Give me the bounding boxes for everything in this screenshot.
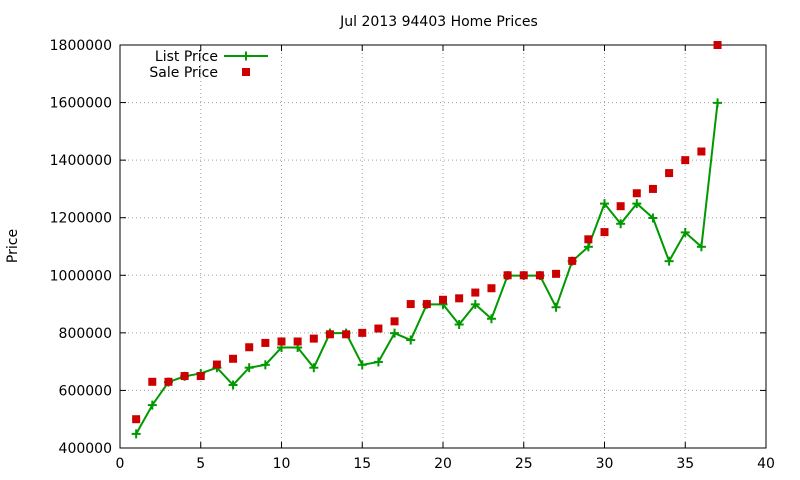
sale-price-point <box>180 372 189 381</box>
list-price-point <box>454 320 464 330</box>
x-tick-label: 25 <box>515 456 533 472</box>
list-price-point <box>696 242 706 252</box>
sale-price-point <box>261 338 270 347</box>
list-price-point <box>551 302 561 312</box>
list-price-point <box>648 213 658 223</box>
x-tick-label: 0 <box>116 456 125 472</box>
sale-price-point <box>164 377 173 386</box>
sale-price-point <box>600 228 609 237</box>
y-tick-label: 1600000 <box>50 96 112 112</box>
sale-price-point <box>390 317 399 326</box>
list-price-point <box>260 360 270 370</box>
y-tick-label: 600000 <box>59 383 112 399</box>
sale-price-point <box>519 271 528 280</box>
sale-price-point <box>293 337 302 346</box>
sale-price-point <box>568 256 577 265</box>
sale-price-point <box>309 334 318 343</box>
legend-swatch-marker <box>242 68 250 76</box>
list-price-point <box>390 328 400 338</box>
sale-price-point <box>681 156 690 165</box>
sale-price-point <box>277 337 286 346</box>
sale-price-point <box>132 415 141 424</box>
list-price-point <box>486 314 496 324</box>
sale-price-point <box>487 284 496 293</box>
sale-price-point <box>229 354 238 363</box>
sale-price-point <box>713 41 722 49</box>
axes: 0 5 10 15 20 25 30 35 40 400000 600000 800000 100000… <box>50 38 775 472</box>
x-tick-label: 30 <box>596 456 614 472</box>
y-axis-label: Price <box>5 229 21 263</box>
list-price-point <box>228 380 238 390</box>
sale-price-point <box>422 300 431 309</box>
x-tick-label: 10 <box>273 456 291 472</box>
list-price-point <box>713 98 723 108</box>
x-tick-label: 5 <box>196 456 205 472</box>
sale-price-point <box>665 169 674 178</box>
list-price-point <box>664 256 674 266</box>
sale-price-point <box>374 324 383 333</box>
list-price-point <box>632 199 642 209</box>
list-price-point <box>373 357 383 367</box>
list-price-point <box>244 363 254 373</box>
chart-title: Jul 2013 94403 Home Prices <box>339 14 538 30</box>
legend-label: List Price <box>155 49 218 65</box>
legend-label: Sale Price <box>149 65 218 81</box>
sale-price-point <box>325 330 334 339</box>
sale-price-point <box>471 288 480 297</box>
list-price-point <box>309 363 319 373</box>
sale-price-point <box>697 147 706 156</box>
list-price-point <box>147 400 157 410</box>
list-price-point <box>583 242 593 252</box>
sale-price-point <box>342 330 351 339</box>
y-tick-label: 800000 <box>59 326 112 342</box>
sale-price-point <box>503 271 512 280</box>
sale-price-point <box>535 271 544 280</box>
list-price-line <box>135 102 719 435</box>
sale-price-point <box>584 235 593 244</box>
sale-price-point <box>552 269 561 278</box>
sale-price-point <box>616 202 625 211</box>
list-price-point <box>470 299 480 309</box>
sale-price-point <box>648 184 657 193</box>
x-tick-label: 40 <box>757 456 775 472</box>
legend-swatch-marker <box>241 51 251 61</box>
x-tick-label: 35 <box>676 456 694 472</box>
sale-price-point <box>406 300 415 309</box>
sale-price-point <box>212 360 221 369</box>
list-price-point <box>131 429 141 439</box>
sale-price-point <box>632 189 641 198</box>
list-price-point <box>600 199 609 209</box>
plot-border <box>119 44 767 449</box>
list-price-point <box>406 335 416 345</box>
y-tick-label: 1400000 <box>50 153 112 169</box>
plot-area <box>131 41 723 439</box>
list-price-point <box>357 360 367 370</box>
sale-price-point <box>245 343 254 352</box>
x-tick-label: 20 <box>434 456 452 472</box>
y-tick-label: 1200000 <box>50 211 112 227</box>
sale-price-point <box>455 294 464 303</box>
sale-price-point <box>358 328 367 337</box>
list-price-point <box>680 227 690 237</box>
y-tick-label: 1800000 <box>50 38 112 54</box>
sale-price-point <box>439 295 447 304</box>
sale-price-point <box>196 372 205 381</box>
x-tick-label: 15 <box>353 456 371 472</box>
y-tick-label: 1000000 <box>50 268 112 284</box>
sale-price-point <box>148 377 157 386</box>
grid <box>120 45 766 448</box>
list-price-point <box>616 219 626 229</box>
y-tick-label: 400000 <box>59 441 112 457</box>
